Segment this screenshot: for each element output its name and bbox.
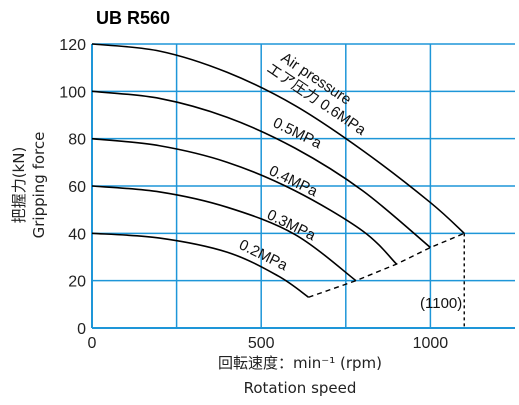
curve-label: 0.5MPa [270,114,325,152]
curve-label-line: 0.5MPa [270,114,325,152]
series-line-0.3MPa [91,185,357,282]
y-tick-label: 120 [59,37,86,54]
limit-curve [308,232,465,298]
series-line-0.6MPa [91,43,465,234]
curve-label-line: 0.4MPa [266,162,321,200]
series-line-0.5MPa [91,90,431,249]
series-line-0.4MPa [91,137,398,265]
chart-title: UB R560 [96,8,170,28]
tick-labels: 0 20 40 60 80 100 120 0 500 1000 [59,37,448,352]
curve-label-line: 0.3MPa [264,206,319,244]
max-speed-annotation: (1100) [420,295,462,312]
y-tick-label: 20 [68,274,86,291]
x-tick-label: 1000 [413,335,449,352]
y-tick-label: 40 [68,226,86,243]
y-tick-label: 80 [68,132,86,149]
curve-label: 0.4MPa [266,162,321,200]
curve-label: 0.3MPa [264,206,319,244]
x-tick-label: 500 [248,335,275,352]
x-tick-label: 0 [88,335,97,352]
y-tick-label: 0 [77,321,86,338]
x-axis-label: 回転速度：min⁻¹ (rpm) [218,354,382,372]
y-tick-label: 60 [68,179,86,196]
y-axis-label-en: Gripping force [30,132,48,239]
series-line-0.2MPa [91,232,310,298]
curves [91,43,465,298]
y-tick-label: 100 [59,84,86,101]
x-axis-label-en: Rotation speed [244,379,357,397]
y-axis-label: 把握力(kN) [10,147,28,224]
